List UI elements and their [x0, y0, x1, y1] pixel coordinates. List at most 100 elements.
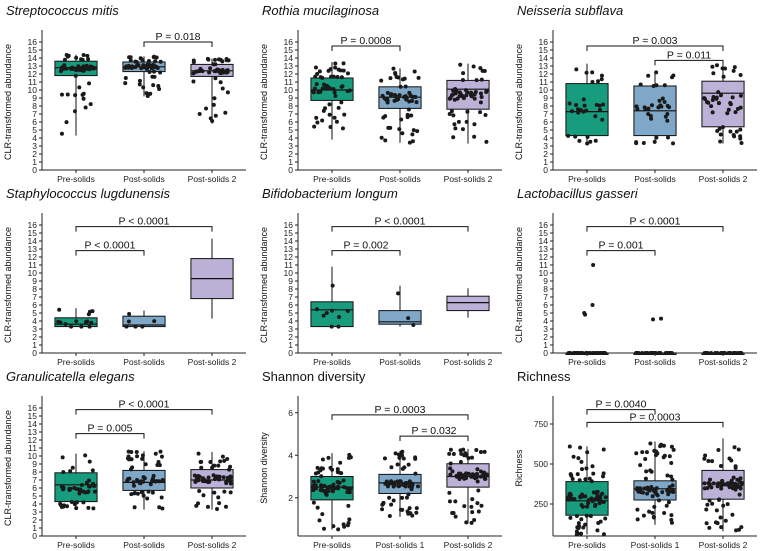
data-point — [229, 490, 233, 494]
data-point — [598, 501, 602, 505]
y-tick-label: 4 — [288, 450, 293, 460]
data-point — [399, 118, 403, 122]
data-point — [586, 135, 590, 139]
data-point — [575, 514, 579, 518]
data-point — [576, 107, 580, 111]
y-tick-label: 750 — [534, 419, 548, 429]
data-point — [705, 503, 709, 507]
data-point — [572, 497, 576, 501]
data-point — [703, 351, 707, 355]
data-point — [85, 54, 89, 58]
data-point — [480, 95, 484, 99]
chart-panel-7: Granulicatella elegansCLR-transformed ab… — [3, 369, 246, 550]
data-point — [129, 450, 133, 454]
data-point — [660, 490, 664, 494]
data-point — [347, 517, 351, 521]
p-value-label: P = 0.018 — [155, 31, 200, 43]
data-point — [400, 496, 404, 500]
data-point — [212, 96, 216, 100]
data-point — [669, 461, 673, 465]
data-point — [64, 322, 68, 326]
y-tick-label: 500 — [534, 459, 548, 469]
data-point — [703, 481, 707, 485]
data-point — [568, 351, 572, 355]
data-point — [127, 55, 131, 59]
data-point — [737, 447, 741, 451]
data-point — [459, 452, 463, 456]
data-point — [124, 325, 128, 329]
data-point — [145, 91, 149, 95]
data-point — [315, 120, 319, 124]
data-point — [143, 476, 147, 480]
data-point — [572, 455, 576, 459]
data-point — [147, 63, 151, 67]
data-point — [404, 85, 408, 89]
data-point — [715, 95, 719, 99]
data-point — [383, 456, 387, 460]
data-point — [93, 66, 97, 70]
data-point — [328, 87, 332, 91]
data-point — [61, 470, 65, 474]
data-point — [79, 325, 83, 329]
data-point — [87, 479, 91, 483]
data-point — [66, 55, 70, 59]
data-point — [68, 487, 72, 491]
x-tick-label: Post-solids 2 — [444, 357, 493, 367]
data-point — [463, 473, 467, 477]
boxplot-figure: Streptococcus mitisCLR-transformed abund… — [0, 0, 767, 551]
data-point — [415, 129, 419, 133]
data-point — [593, 504, 597, 508]
data-point — [650, 470, 654, 474]
data-point — [577, 521, 581, 525]
data-point — [91, 468, 95, 472]
data-point — [473, 97, 477, 101]
chart-title: Neisseria subflava — [517, 3, 623, 18]
data-point — [580, 467, 584, 471]
data-point — [88, 460, 92, 464]
data-point — [580, 351, 584, 355]
data-point — [342, 479, 346, 483]
data-point — [719, 93, 723, 97]
data-point — [206, 480, 210, 484]
outlier-point — [651, 317, 655, 321]
p-value-label: P = 0.0003 — [375, 404, 426, 416]
data-point — [594, 139, 598, 143]
data-point — [643, 107, 647, 111]
data-point — [133, 325, 137, 329]
data-point — [328, 113, 332, 117]
data-point — [568, 101, 572, 105]
x-tick-label: Post-solids 2 — [699, 357, 748, 367]
data-point — [654, 450, 658, 454]
data-point — [475, 475, 479, 479]
data-point — [654, 351, 658, 355]
data-point — [451, 113, 455, 117]
data-point — [646, 74, 650, 78]
data-point — [135, 454, 139, 458]
data-point — [472, 122, 476, 126]
data-point — [643, 457, 647, 461]
data-point — [144, 462, 148, 466]
y-tick-label: 16 — [539, 37, 549, 47]
data-point — [667, 351, 671, 355]
data-point — [722, 75, 726, 79]
data-point — [159, 60, 163, 64]
data-point — [218, 459, 222, 463]
data-point — [471, 472, 475, 476]
x-tick-label: Post-solids — [123, 540, 165, 550]
data-point — [718, 140, 722, 144]
data-point — [665, 119, 669, 123]
data-point — [476, 480, 480, 484]
data-point — [454, 515, 458, 519]
data-point — [152, 70, 156, 74]
data-point — [413, 472, 417, 476]
data-point — [570, 109, 574, 113]
data-point — [465, 110, 469, 114]
x-tick-label: Pre-solids — [568, 540, 606, 550]
data-point — [461, 78, 465, 82]
data-point — [149, 482, 153, 486]
data-point — [194, 70, 198, 74]
data-point — [73, 109, 77, 113]
data-point — [342, 485, 346, 489]
data-point — [447, 452, 451, 456]
chart-panel-4: Staphylococcus lugdunensisCLR-transforme… — [3, 186, 246, 367]
